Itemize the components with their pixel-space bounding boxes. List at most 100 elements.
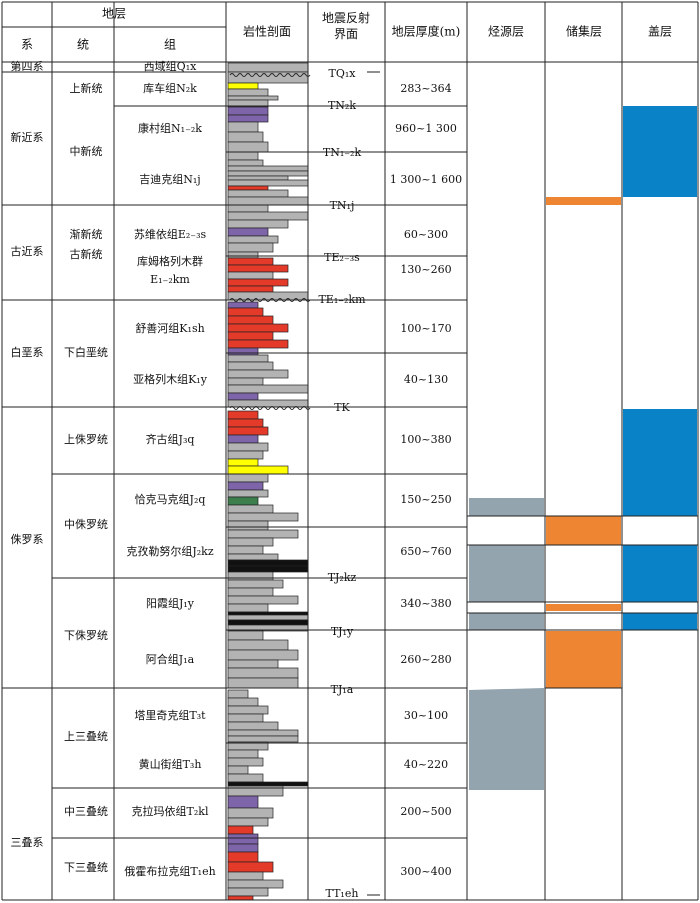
series-label-miocene: 中新统 [70, 144, 103, 158]
lithology-bed [227, 871, 264, 881]
lithology-bed [227, 579, 284, 589]
lithology-bed [227, 251, 259, 259]
system-label-quaternary: 第四系 [11, 59, 44, 73]
lithology-bed [227, 315, 274, 325]
lithology-bed [227, 392, 259, 401]
lithology-bed [227, 887, 269, 897]
formation-label-huangshanjie: 黄山街组T₃h [139, 757, 202, 771]
thickness-ahe: 260~280 [400, 653, 451, 666]
lithology-bed [227, 278, 289, 287]
lithology-bed [227, 170, 309, 177]
system-label-paleogene: 古近系 [11, 245, 44, 258]
lithology-bed [227, 481, 264, 491]
lithology-bed [227, 529, 299, 539]
lithology-bed [227, 537, 274, 547]
formation-label-kezilenuer: 克孜勒努尔组J₂kz [126, 544, 213, 558]
reservoir-interval [546, 516, 621, 545]
lithology-bed [227, 179, 309, 187]
series-label-lower-triassic: 下三叠统 [64, 861, 108, 874]
lithology-bed [227, 817, 269, 827]
header-system: 系 [21, 38, 33, 52]
header-series: 统 [77, 38, 89, 52]
lithology-bed [227, 639, 289, 651]
lithology-bed [227, 219, 289, 229]
formation-label-yageliemu: 亚格列木组K₁y [133, 372, 208, 386]
system-label-cretaceous: 白垩系 [11, 345, 44, 359]
lithology-bed [227, 165, 309, 172]
lithology-bed [227, 114, 269, 123]
unconformity-line [229, 298, 311, 302]
lithology-bed [227, 520, 269, 531]
thickness-shushanhe: 100~170 [400, 322, 451, 335]
cap-rock-interval [623, 409, 697, 516]
header-reservoir: 储集层 [566, 24, 602, 39]
cap-rock-interval [623, 545, 697, 602]
thickness-yangxia: 340~380 [400, 597, 451, 610]
lithology-bed [227, 189, 289, 198]
header-thickness: 地层厚度(m) [392, 24, 461, 39]
lithology-bed [227, 369, 289, 379]
source-rock-interval [469, 613, 544, 630]
lithology-bed [227, 361, 274, 371]
header-lithology: 岩性剖面 [243, 24, 291, 39]
lithology-bed [227, 418, 264, 428]
lithology-bed [227, 185, 269, 191]
thickness-qiakemake: 150~250 [400, 493, 451, 506]
series-label-oligocene: 渐新统 [70, 227, 103, 241]
seismic-label-tn12k: TN₁₋₂k [323, 146, 362, 159]
lithology-bed [227, 331, 274, 341]
source-rock-interval [469, 498, 544, 516]
formation-label-jidike: 吉迪克组N₁j [139, 172, 200, 186]
lithology-bed [227, 765, 249, 775]
cap-rock-interval [623, 106, 697, 197]
lithology-bed [227, 611, 309, 616]
lithology-bed [227, 264, 289, 273]
lithology-bed [227, 465, 289, 475]
lithology-bed [227, 235, 279, 244]
thickness-suweiyi: 60~300 [404, 228, 448, 241]
lithology-bed [227, 106, 269, 116]
series-label-lower-cretaceous: 下白垩统 [64, 345, 108, 359]
lithology-bed [227, 323, 289, 333]
lithology-bed [227, 399, 309, 408]
lithology-bed [227, 545, 264, 555]
header-cap-rock: 盖层 [648, 25, 672, 39]
series-label-pliocene: 上新统 [70, 81, 103, 95]
header-source-rock: 烃源层 [488, 25, 524, 39]
lithology-bed [227, 301, 259, 309]
thickness-kuqa: 283~364 [400, 82, 451, 95]
lithology-bed [227, 175, 289, 181]
header-formation: 组 [164, 38, 176, 52]
lithology-bed [227, 410, 259, 420]
lithology-bed [227, 807, 274, 819]
lithology-bed [227, 95, 279, 101]
seismic-label-tq1x: TQ₁x [329, 67, 357, 80]
lithology-bed [227, 571, 274, 581]
lithology-bed [227, 307, 264, 317]
series-label-middle-jurassic: 中侏罗统 [64, 518, 108, 531]
lithology-bed [227, 450, 264, 460]
series-label-upper-triassic: 上三叠统 [64, 730, 108, 743]
lithology-bed [227, 204, 269, 213]
lithology-bed [227, 347, 259, 356]
lithology-bed [227, 713, 264, 723]
thickness-kelamayi: 200~500 [400, 805, 451, 818]
thickness-ehuobulake: 300~400 [400, 865, 451, 878]
lithology-bed [227, 825, 254, 835]
seismic-label-tn2k: TN₂k [328, 99, 356, 112]
lithology-bed [227, 271, 274, 280]
formation-label-kumugeliemu-line2: E₁₋₂km [150, 273, 190, 286]
thickness-qigu: 100~380 [400, 433, 451, 446]
lithology-bed [227, 729, 299, 737]
lithology-bed [227, 689, 249, 699]
header-strata: 地层 [102, 7, 126, 21]
cap-rock-interval [623, 613, 697, 630]
thickness-jidike: 1 300~1 600 [390, 173, 462, 186]
lithology-bed [227, 196, 309, 206]
lithology-bed [227, 151, 259, 161]
thickness-kezilenuer: 650~760 [400, 545, 451, 558]
thickness-huangshanjie: 40~220 [404, 758, 448, 771]
seismic-label-tn1j: TN₁j [330, 199, 355, 212]
lithology-bed [227, 697, 259, 707]
